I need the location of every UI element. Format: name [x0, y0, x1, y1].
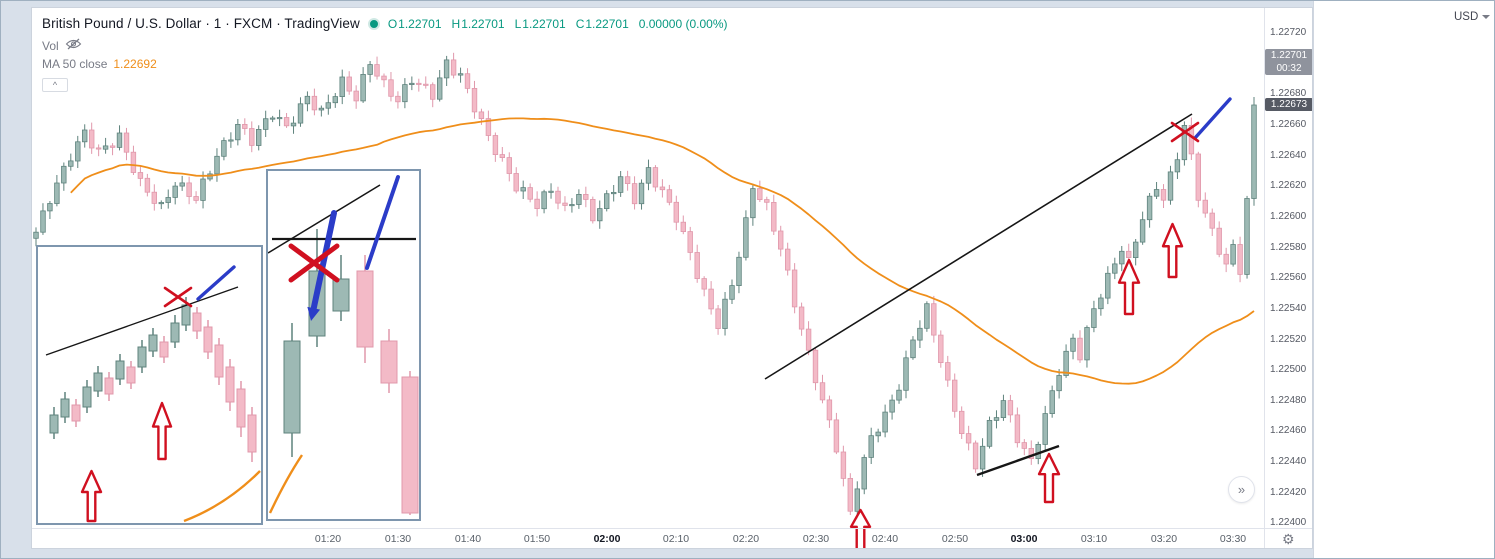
price-label: 1.22440	[1270, 456, 1307, 467]
market-status-icon[interactable]	[367, 17, 380, 30]
price-label: 1.22580	[1270, 242, 1307, 253]
time-label: 02:10	[662, 533, 690, 545]
price-label: 1.22460	[1270, 425, 1307, 436]
close-label: C	[575, 16, 585, 31]
chevron-down-icon	[1482, 15, 1491, 19]
price-label: 1.22500	[1270, 364, 1307, 375]
time-label: 02:30	[802, 533, 830, 545]
time-label: 02:40	[871, 533, 899, 545]
volume-indicator-label[interactable]: Vol	[42, 38, 59, 53]
price-label: 1.22560	[1270, 272, 1307, 283]
price-axis[interactable]: 1.22740 1.22720 1.22680 1.22660 1.22640 1.226…	[1264, 7, 1312, 528]
time-label: 01:50	[523, 533, 551, 545]
price-label: 1.22620	[1270, 180, 1307, 191]
price-label: 1.22480	[1270, 395, 1307, 406]
zoomed-chart-annotation	[45, 265, 261, 523]
time-axis[interactable]: 01:20 01:30 01:40 01:50 02:00 02:10 02:20 02:30…	[32, 529, 1264, 548]
right-sidebar: USD	[1313, 1, 1494, 558]
price-label: 1.22540	[1270, 303, 1307, 314]
close-value: 1.22701	[585, 16, 629, 31]
price-label: 1.22400	[1270, 517, 1307, 528]
currency-label: USD	[1454, 11, 1479, 23]
price-label: 1.22420	[1270, 487, 1307, 498]
currency-selector[interactable]: USD	[1454, 11, 1491, 23]
time-label: 01:20	[314, 533, 342, 545]
change-value: 0.00000 (0.00%)	[638, 16, 728, 31]
axis-divider-vertical	[1264, 8, 1265, 548]
bar-countdown-badge: 1.22701 00:32	[1265, 49, 1312, 75]
time-label: 03:00	[1010, 533, 1038, 545]
chart-legend: British Pound / U.S. Dollar · 1 · FXCM ·…	[42, 16, 727, 92]
time-label: 03:20	[1150, 533, 1178, 545]
hide-volume-eye-icon[interactable]	[65, 38, 82, 53]
price-label: 1.22720	[1270, 27, 1307, 38]
price-label: 1.22680	[1270, 88, 1307, 99]
zoom-inset-panel-1	[36, 245, 263, 525]
time-label: 02:00	[593, 533, 621, 545]
high-value: 1.22701	[461, 16, 505, 31]
high-label: H	[451, 16, 461, 31]
time-label: 03:10	[1080, 533, 1108, 545]
low-label: L	[514, 16, 522, 31]
candlestick-chart[interactable]	[32, 8, 1264, 549]
axis-divider-horizontal	[32, 528, 1312, 529]
last-price-badge: 1.22673	[1265, 98, 1312, 111]
time-label: 01:30	[384, 533, 412, 545]
ma-indicator-label[interactable]: MA 50 close	[42, 57, 108, 71]
settings-gear-icon[interactable]: ⚙	[1282, 531, 1295, 547]
price-label: 1.22660	[1270, 119, 1307, 130]
price-label: 1.22640	[1270, 150, 1307, 161]
ma-value: 1.22692	[113, 57, 157, 71]
time-label: 02:50	[941, 533, 969, 545]
open-value: 1.22701	[398, 16, 442, 31]
chevron-up-icon: ^	[52, 79, 58, 90]
open-label: O	[387, 16, 398, 31]
scroll-to-recent-button[interactable]: »	[1228, 476, 1255, 503]
zoomed-chart-annotation	[268, 175, 419, 515]
ohlc-readout: O 1.22701 H 1.22701 L 1.22701 C 1.22701 0.00…	[388, 17, 728, 31]
time-label: 01:40	[454, 533, 482, 545]
price-label: 1.22520	[1270, 334, 1307, 345]
time-label: 03:30	[1219, 533, 1247, 545]
low-value: 1.22701	[522, 16, 566, 31]
symbol-title[interactable]: British Pound / U.S. Dollar · 1 · FXCM ·…	[42, 16, 360, 31]
zoom-inset-panel-2	[266, 169, 421, 521]
price-label: 1.22600	[1270, 211, 1307, 222]
time-label: 02:20	[732, 533, 760, 545]
legend-collapse-button[interactable]: ^	[42, 78, 68, 92]
price-label: 1.22740	[1270, 7, 1306, 8]
